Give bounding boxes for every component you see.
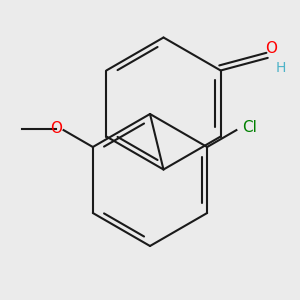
Text: O: O xyxy=(265,40,277,56)
Text: H: H xyxy=(276,61,286,75)
Text: Cl: Cl xyxy=(242,120,257,135)
Text: O: O xyxy=(50,121,62,136)
